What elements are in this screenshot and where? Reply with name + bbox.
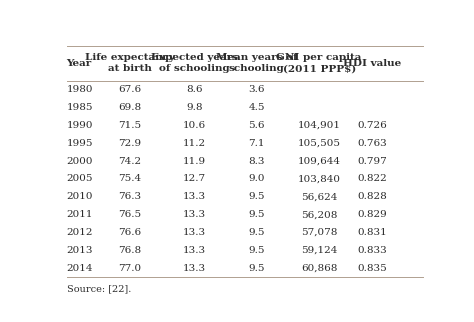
Text: HDI value: HDI value [343, 59, 401, 68]
Text: 60,868: 60,868 [301, 264, 337, 273]
Text: 9.5: 9.5 [248, 246, 265, 255]
Text: 1995: 1995 [66, 139, 93, 148]
Text: 9.0: 9.0 [248, 175, 265, 184]
Text: 76.5: 76.5 [118, 210, 142, 219]
Text: 76.6: 76.6 [118, 228, 142, 237]
Text: 8.6: 8.6 [186, 85, 202, 94]
Text: GNI per capita
(2011 PPP$): GNI per capita (2011 PPP$) [276, 53, 362, 73]
Text: 1980: 1980 [66, 85, 93, 94]
Text: 7.1: 7.1 [248, 139, 265, 148]
Text: 59,124: 59,124 [301, 246, 337, 255]
Text: 0.797: 0.797 [357, 156, 387, 166]
Text: 76.8: 76.8 [118, 246, 142, 255]
Text: 2000: 2000 [66, 156, 93, 166]
Text: 104,901: 104,901 [298, 121, 341, 130]
Text: 0.835: 0.835 [357, 264, 387, 273]
Text: 103,840: 103,840 [298, 175, 341, 184]
Text: 0.833: 0.833 [357, 246, 387, 255]
Text: 12.7: 12.7 [182, 175, 206, 184]
Text: 57,078: 57,078 [301, 228, 337, 237]
Text: 3.6: 3.6 [248, 85, 265, 94]
Text: 0.829: 0.829 [357, 210, 387, 219]
Text: 1985: 1985 [66, 103, 93, 112]
Text: 69.8: 69.8 [118, 103, 142, 112]
Text: 75.4: 75.4 [118, 175, 142, 184]
Text: 4.5: 4.5 [248, 103, 265, 112]
Text: 5.6: 5.6 [248, 121, 265, 130]
Text: 56,624: 56,624 [301, 192, 337, 201]
Text: 0.726: 0.726 [357, 121, 387, 130]
Text: 1990: 1990 [66, 121, 93, 130]
Text: 76.3: 76.3 [118, 192, 142, 201]
Text: 13.3: 13.3 [182, 210, 206, 219]
Text: 105,505: 105,505 [298, 139, 341, 148]
Text: 77.0: 77.0 [118, 264, 142, 273]
Text: 2011: 2011 [66, 210, 93, 219]
Text: 2014: 2014 [66, 264, 93, 273]
Text: 109,644: 109,644 [298, 156, 341, 166]
Text: 0.822: 0.822 [357, 175, 387, 184]
Text: 9.5: 9.5 [248, 210, 265, 219]
Text: 9.5: 9.5 [248, 192, 265, 201]
Text: 56,208: 56,208 [301, 210, 337, 219]
Text: 0.763: 0.763 [357, 139, 387, 148]
Text: 2013: 2013 [66, 246, 93, 255]
Text: 2005: 2005 [66, 175, 93, 184]
Text: 11.9: 11.9 [182, 156, 206, 166]
Text: 8.3: 8.3 [248, 156, 265, 166]
Text: 13.3: 13.3 [182, 264, 206, 273]
Text: 9.8: 9.8 [186, 103, 202, 112]
Text: Expected years
of schooling: Expected years of schooling [151, 53, 238, 73]
Text: 72.9: 72.9 [118, 139, 142, 148]
Text: 74.2: 74.2 [118, 156, 142, 166]
Text: 2010: 2010 [66, 192, 93, 201]
Text: 2012: 2012 [66, 228, 93, 237]
Text: 11.2: 11.2 [182, 139, 206, 148]
Text: 71.5: 71.5 [118, 121, 142, 130]
Text: 0.831: 0.831 [357, 228, 387, 237]
Text: Mean years of
schooling: Mean years of schooling [216, 53, 297, 73]
Text: 13.3: 13.3 [182, 228, 206, 237]
Text: 13.3: 13.3 [182, 246, 206, 255]
Text: 0.828: 0.828 [357, 192, 387, 201]
Text: 67.6: 67.6 [118, 85, 142, 94]
Text: 13.3: 13.3 [182, 192, 206, 201]
Text: 9.5: 9.5 [248, 228, 265, 237]
Text: Life expectancy
at birth: Life expectancy at birth [85, 53, 175, 73]
Text: 9.5: 9.5 [248, 264, 265, 273]
Text: 10.6: 10.6 [182, 121, 206, 130]
Text: Year: Year [66, 59, 92, 68]
Text: Source: [22].: Source: [22]. [66, 285, 131, 294]
